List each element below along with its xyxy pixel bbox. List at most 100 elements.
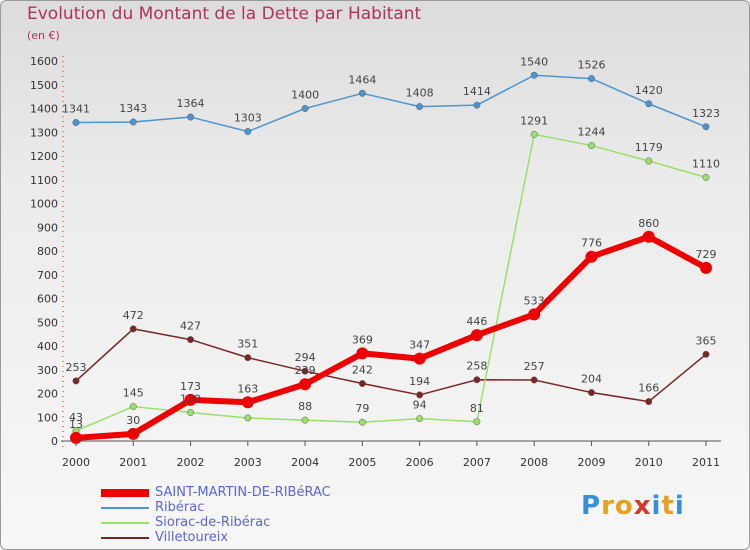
data-point xyxy=(416,103,424,111)
data-label: 1540 xyxy=(520,55,548,68)
data-label: 472 xyxy=(123,309,144,322)
data-label: 365 xyxy=(696,334,717,347)
data-label: 1400 xyxy=(291,89,319,102)
data-label: 257 xyxy=(524,360,545,373)
data-label: 88 xyxy=(298,400,312,413)
legend-label: SAINT-MARTIN-DE-RIBéRAC xyxy=(155,485,331,500)
data-label: 1323 xyxy=(692,107,720,120)
data-label: 94 xyxy=(413,399,427,412)
data-label: 258 xyxy=(466,360,487,373)
x-tick-label: 2010 xyxy=(635,456,663,469)
data-label: 1526 xyxy=(577,59,605,72)
y-tick-label: 1100 xyxy=(30,174,58,187)
data-point xyxy=(416,391,424,399)
data-label: 1408 xyxy=(406,87,434,100)
data-label: 1303 xyxy=(234,112,262,125)
data-point xyxy=(129,325,137,333)
data-point xyxy=(301,367,309,375)
data-point xyxy=(702,350,710,358)
data-point xyxy=(129,118,137,126)
data-point xyxy=(72,377,80,385)
data-point xyxy=(528,308,541,321)
data-label: 239 xyxy=(295,364,316,377)
y-tick-label: 0 xyxy=(51,435,58,448)
legend-swatch xyxy=(101,537,149,539)
data-point xyxy=(645,100,653,108)
legend-label: Villetoureix xyxy=(155,530,229,545)
x-tick-label: 2007 xyxy=(463,456,491,469)
data-label: 1420 xyxy=(635,84,663,97)
x-tick-label: 2006 xyxy=(406,456,434,469)
data-point xyxy=(127,427,140,440)
logo-letter: o xyxy=(614,491,634,521)
data-point xyxy=(702,123,710,131)
data-label: 1179 xyxy=(635,141,663,154)
data-label: 30 xyxy=(126,414,140,427)
data-point xyxy=(530,130,538,138)
data-label: 253 xyxy=(66,361,87,374)
data-label: 729 xyxy=(696,248,717,261)
data-label: 204 xyxy=(581,373,602,386)
data-point xyxy=(413,352,426,365)
logo-letter: i xyxy=(651,491,662,521)
y-tick-label: 500 xyxy=(37,316,58,329)
series-line-villetoureix xyxy=(75,328,707,403)
chart-title: Evolution du Montant de la Dette par Hab… xyxy=(27,4,422,24)
data-point xyxy=(244,128,252,135)
series-layer xyxy=(70,71,712,444)
y-tick-label: 900 xyxy=(37,221,58,234)
data-point xyxy=(187,409,194,416)
data-point xyxy=(530,376,538,384)
data-label: 173 xyxy=(180,380,201,393)
series-line-saint-martin-de-rib-rac xyxy=(75,233,708,441)
line-chart: 0 100 200 300 400 500 600 700 800 900 1000 1100 1200… xyxy=(30,55,721,469)
y-tick-label: 100 xyxy=(37,411,58,424)
data-label: 13 xyxy=(69,418,83,431)
x-tick-label: 2001 xyxy=(119,456,147,469)
data-label: 1364 xyxy=(177,97,205,110)
data-point xyxy=(588,389,595,396)
data-point xyxy=(301,416,309,424)
y-tick-label: 1200 xyxy=(30,150,58,163)
data-point xyxy=(187,113,194,121)
y-tick-label: 1500 xyxy=(30,79,58,92)
chart-unit: (en €) xyxy=(27,29,60,42)
x-tick-label: 2004 xyxy=(291,456,319,469)
y-tick-label: 800 xyxy=(37,245,58,258)
legend-swatch xyxy=(101,489,149,497)
logo-letter: x xyxy=(633,491,652,521)
legend-swatch xyxy=(101,507,149,509)
data-label: 166 xyxy=(638,382,659,395)
data-label: 1244 xyxy=(577,126,605,139)
data-point xyxy=(72,119,80,126)
series-line-siorac-de-rib-rac xyxy=(75,133,707,432)
data-labels-layer: 253 472 427 351 294 242 194 258 257 204 166 365 43 14… xyxy=(62,55,720,431)
y-tick-label: 1600 xyxy=(30,55,58,68)
data-label: 427 xyxy=(180,320,201,333)
data-label: 120 xyxy=(180,393,201,406)
data-label: 79 xyxy=(355,402,369,415)
logo-letter: i xyxy=(674,491,685,521)
data-point xyxy=(645,157,653,165)
data-label: 163 xyxy=(237,382,258,395)
data-point xyxy=(187,336,194,344)
data-point xyxy=(241,396,254,409)
data-label: 1341 xyxy=(62,103,90,116)
data-point xyxy=(301,105,309,112)
data-point xyxy=(129,403,137,411)
data-label: 194 xyxy=(409,375,430,388)
data-point xyxy=(585,250,598,263)
x-tick-label: 2005 xyxy=(348,456,376,469)
data-point xyxy=(645,398,653,406)
data-label: 1414 xyxy=(463,85,491,98)
data-label: 294 xyxy=(295,351,316,364)
data-point xyxy=(530,71,538,79)
data-point xyxy=(642,230,655,243)
data-point xyxy=(702,173,710,181)
data-label: 1343 xyxy=(119,102,147,115)
x-tick-label: 2000 xyxy=(62,456,90,469)
data-point xyxy=(244,354,252,362)
data-label: 860 xyxy=(638,217,659,230)
data-point xyxy=(184,393,197,406)
